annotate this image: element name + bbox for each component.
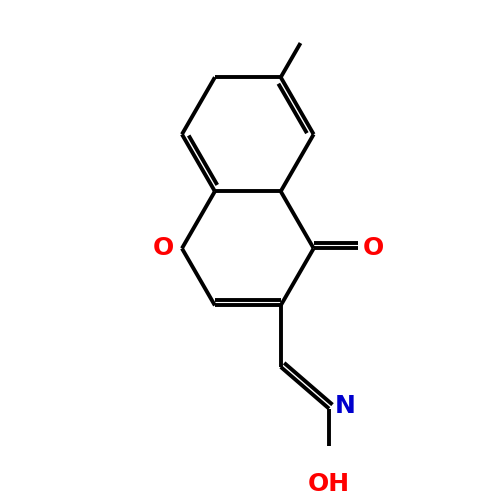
Text: O: O [153, 236, 174, 260]
Text: O: O [363, 236, 384, 260]
Text: N: N [334, 394, 355, 418]
Text: OH: OH [308, 472, 350, 496]
